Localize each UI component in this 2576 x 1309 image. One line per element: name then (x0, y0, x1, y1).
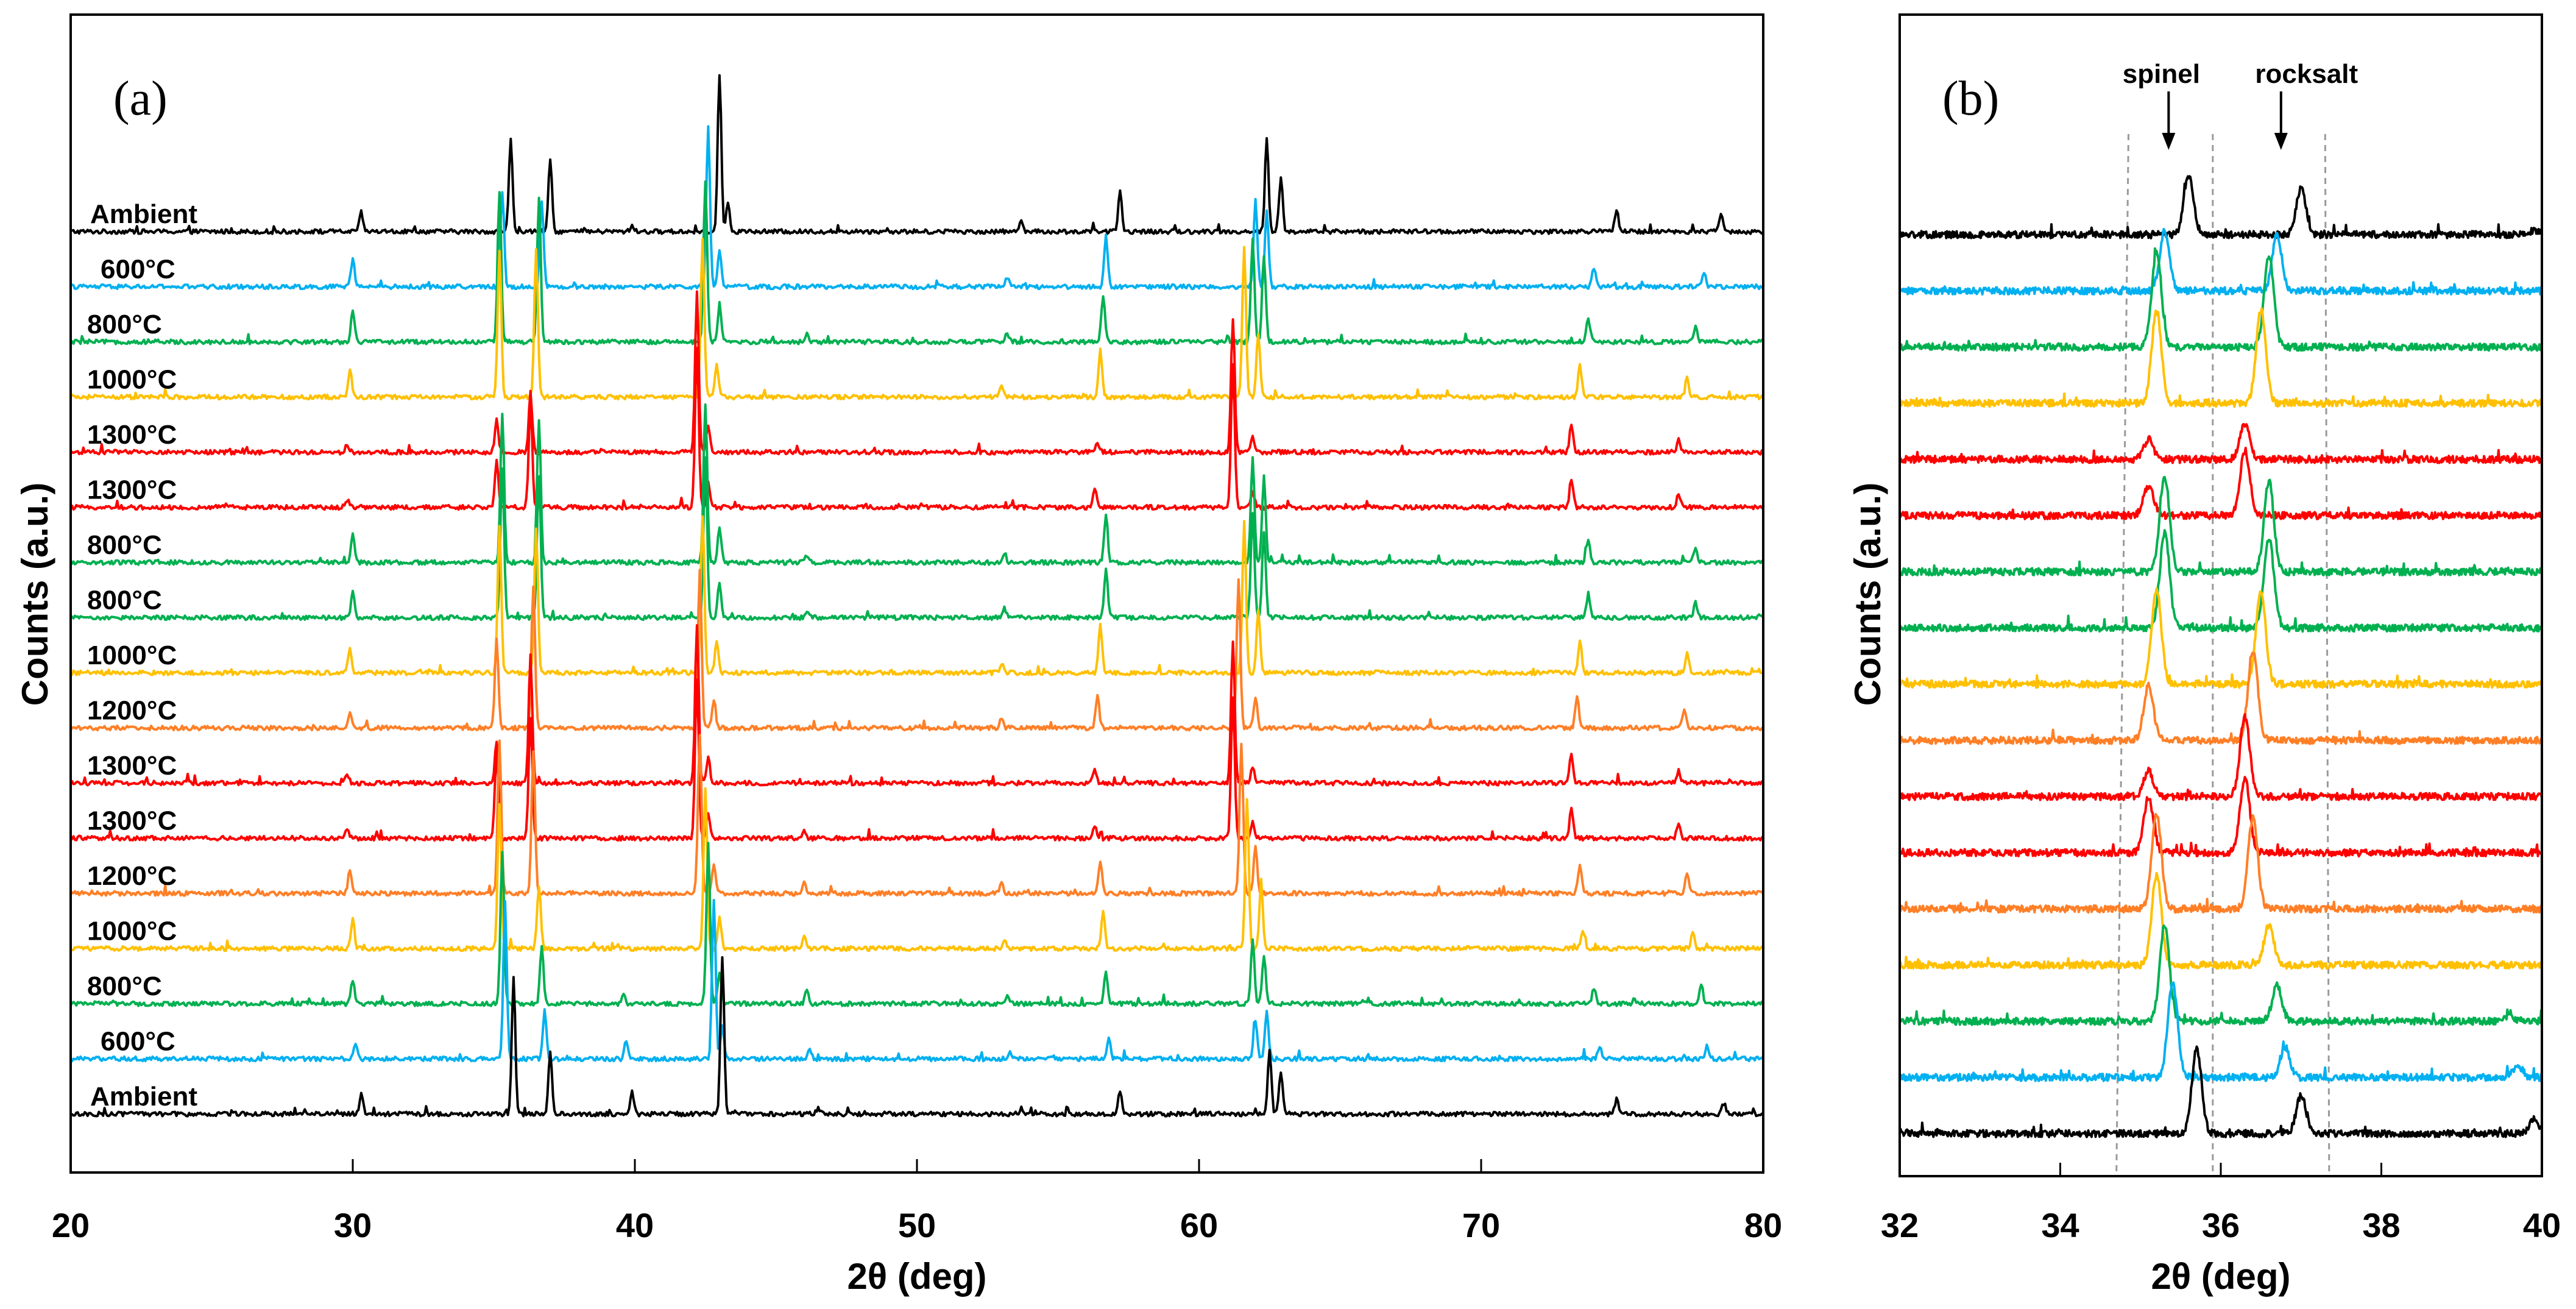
panel-a-pattern-trace (69, 678, 1764, 842)
panel-a-y-axis-title: Counts (a.u.) (15, 483, 55, 706)
panel-a-x-tick-label: 20 (52, 1206, 90, 1244)
panel-b-label: (b) (1942, 72, 1999, 126)
panel-a-series-label: 1300°C (87, 420, 177, 450)
panel-b-guide-line (2324, 133, 2330, 1174)
panel-a-series-label: 1300°C (87, 751, 177, 781)
panel-a-series-label: 1300°C (87, 806, 177, 836)
panel-a-x-tick-label: 70 (1462, 1206, 1500, 1244)
panel-a-pattern-trace (70, 238, 1764, 401)
panel-a-pattern-trace (69, 899, 1764, 1063)
panel-a-label: (a) (113, 72, 168, 126)
panel-b-pattern-trace (1899, 227, 2543, 296)
panel-a-x-tick-label: 40 (616, 1206, 654, 1244)
panel-a-pattern-trace (70, 787, 1764, 952)
panel-a-series-label: 1000°C (87, 640, 177, 670)
panel-a-x-axis-title: 2θ (deg) (847, 1256, 986, 1297)
panel-b-pattern-trace (1898, 587, 2543, 689)
panel-b-x-tick-label: 36 (2202, 1206, 2240, 1244)
panel-b-pattern-trace (1898, 307, 2543, 408)
panel-b-x-tick-label: 32 (1881, 1206, 1919, 1244)
panel-a: (a) 20 30 40 50 60 70 80 Ambient 600°C 800°C 1000… (15, 13, 1782, 1297)
panel-b-pattern-trace (1898, 776, 2543, 857)
panel-a-pattern-trace (69, 842, 1764, 1007)
panel-b-guide-line (2115, 133, 2129, 1174)
panel-b: (b) spinel rocksalt 32 34 36 38 40 2θ (deg) C… (1847, 13, 2561, 1297)
panel-b-annotations: spinel rocksalt (2123, 59, 2358, 150)
panel-b-frame (1898, 13, 2543, 1177)
panel-b-x-tick-label: 34 (2041, 1206, 2079, 1244)
panel-a-series-label: 1000°C (87, 917, 177, 946)
panel-a-pattern-trace (70, 515, 1764, 676)
panel-b-y-axis-title: Counts (a.u.) (1847, 483, 1888, 706)
panel-a-pattern-trace (70, 125, 1764, 291)
panel-b-pattern-trace (1898, 713, 2543, 801)
panel-b-guide-lines (2115, 133, 2330, 1174)
panel-a-pattern-trace (69, 624, 1764, 787)
panel-a-series-label: Ambient (90, 199, 197, 229)
panel-a-x-axis: 20 30 40 50 60 70 80 (52, 1159, 1782, 1244)
panel-a-pattern-trace (70, 956, 1764, 1118)
panel-a-series-label: 800°C (87, 310, 162, 339)
panel-a-x-tick-label: 50 (898, 1206, 936, 1244)
panel-a-series-label: 800°C (87, 530, 162, 560)
panel-b-pattern-trace (1898, 924, 2543, 1026)
panel-b-pattern-trace (1898, 447, 2543, 520)
panel-b-pattern-trace (1899, 981, 2543, 1082)
panel-b-pattern-trace (1898, 651, 2543, 745)
panel-a-series-label: 1200°C (87, 696, 177, 726)
panel-b-pattern-trace (1898, 175, 2543, 239)
panel-b-arrow-head (2162, 133, 2176, 150)
panel-a-plot-area (69, 74, 1764, 1118)
panel-a-series-label: 600°C (101, 255, 175, 285)
panel-a-pattern-trace (69, 734, 1764, 897)
panel-a-pattern-trace (69, 569, 1764, 732)
panel-b-x-tick-label: 38 (2362, 1206, 2400, 1244)
panel-a-series-labels: Ambient 600°C 800°C 1000°C 1300°C 1300°C 800°C… (87, 199, 197, 1112)
panel-b-pattern-trace (1898, 247, 2543, 352)
panel-a-series-label: Ambient (90, 1082, 197, 1112)
panel-a-x-tick-label: 30 (334, 1206, 372, 1244)
panel-a-series-label: 1300°C (87, 475, 177, 505)
panel-b-pattern-trace (1898, 1045, 2543, 1138)
panel-a-pattern-trace (69, 456, 1764, 622)
panel-b-plot-area (1898, 175, 2543, 1138)
panel-b-pattern-trace (1899, 812, 2543, 914)
panel-a-series-label: 1000°C (87, 365, 177, 395)
panel-a-pattern-trace (70, 74, 1764, 235)
panel-a-pattern-trace (69, 290, 1764, 456)
panel-b-pattern-trace (1898, 529, 2543, 633)
panel-b-x-axis-title: 2θ (deg) (2151, 1256, 2290, 1297)
panel-a-pattern-trace (69, 180, 1764, 346)
panel-b-x-tick-label: 40 (2523, 1206, 2561, 1244)
panel-a-x-tick-label: 60 (1180, 1206, 1218, 1244)
panel-a-frame (69, 13, 1764, 1174)
panel-b-pattern-trace (1898, 475, 2543, 576)
panel-b-annotation-spinel: spinel (2123, 59, 2200, 89)
panel-a-series-label: 800°C (87, 971, 162, 1001)
panel-b-arrow-head (2274, 133, 2288, 150)
panel-b-annotation-rocksalt: rocksalt (2255, 59, 2358, 89)
panel-a-x-tick-label: 80 (1744, 1206, 1782, 1244)
panel-b-x-axis: 32 34 36 38 40 (1881, 1163, 2561, 1244)
panel-b-pattern-trace (1898, 871, 2543, 970)
panel-a-series-label: 1200°C (87, 861, 177, 891)
panel-a-pattern-trace (70, 347, 1764, 511)
panel-b-pattern-trace (1898, 423, 2543, 464)
panel-a-series-label: 600°C (101, 1027, 175, 1057)
panel-a-series-label: 800°C (87, 586, 162, 615)
panel-a-pattern-trace (69, 403, 1764, 566)
